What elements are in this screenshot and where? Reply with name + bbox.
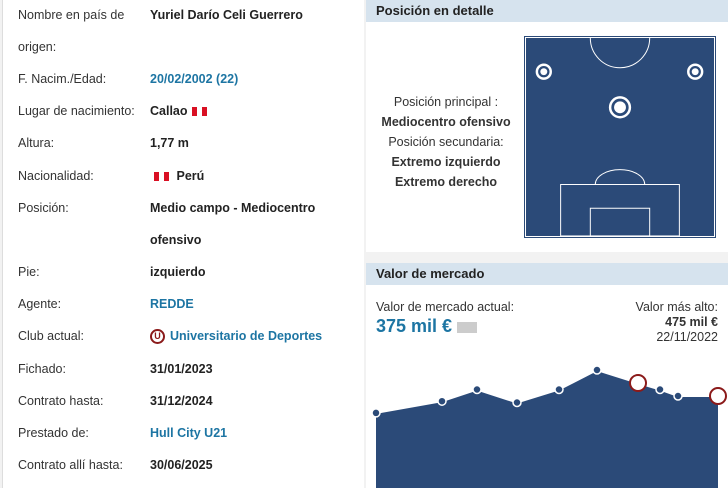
chart-point[interactable] <box>371 408 381 418</box>
position-panel: Posición en detalle Posición principal :… <box>366 0 728 252</box>
info-label: Lugar de nacimiento: <box>18 104 135 118</box>
info-label: Nacionalidad: <box>18 169 94 183</box>
chart-point[interactable] <box>673 391 683 401</box>
info-value: 30/06/2025 <box>150 458 213 472</box>
info-value: Medio campo - Mediocentro <box>150 201 316 215</box>
chart-point[interactable] <box>512 397 522 408</box>
secondary-position: Extremo derecho <box>394 175 498 189</box>
info-value[interactable]: 20/02/2002 (22) <box>150 72 239 86</box>
info-label: Altura: <box>18 136 55 150</box>
position-text: Posición principal : Mediocentro ofensiv… <box>366 92 526 192</box>
peru-flag-icon <box>191 107 207 117</box>
pitch-diagram <box>524 36 716 238</box>
chart-point[interactable] <box>592 365 602 375</box>
info-value: 1,77 m <box>150 136 189 150</box>
market-value-header: Valor de mercado <box>366 263 728 285</box>
current-market-value: 375 mil € <box>376 316 478 337</box>
info-value: Perú <box>176 169 205 183</box>
chart-point[interactable] <box>437 396 447 406</box>
chart-point[interactable] <box>472 384 482 395</box>
info-value: 31/12/2024 <box>150 394 213 408</box>
info-value[interactable]: Universitario de Deportes <box>170 329 323 343</box>
info-label: Nombre en país de <box>18 8 125 22</box>
info-label: Posición: <box>18 201 69 215</box>
info-value: izquierdo <box>150 265 206 279</box>
market-value-panel: Valor de mercado Valor de mercado actual… <box>366 263 728 488</box>
comments-icon[interactable] <box>457 321 478 333</box>
info-label: Club actual: <box>18 329 85 343</box>
chart-line <box>375 368 718 414</box>
info-value[interactable]: REDDE <box>150 297 194 311</box>
info-label: Pie: <box>18 265 40 279</box>
info-label: Agente: <box>18 297 62 311</box>
club-logo-icon: U <box>150 329 165 345</box>
main-position: Mediocentro ofensivo <box>381 115 511 129</box>
chart-point[interactable] <box>629 374 647 392</box>
position-header: Posición en detalle <box>366 0 728 22</box>
info-value: Yuriel Darío Celi Guerrero <box>150 8 303 22</box>
info-label: Fichado: <box>18 362 66 376</box>
info-label: F. Nacim./Edad: <box>18 72 107 86</box>
chart-area <box>376 370 718 488</box>
info-label: Prestado de: <box>18 426 89 440</box>
chart-point[interactable] <box>655 384 665 395</box>
secondary-position: Extremo izquierdo <box>391 155 501 169</box>
info-value[interactable]: Hull City U21 <box>150 426 228 440</box>
peru-flag-icon <box>154 172 169 182</box>
chart-point[interactable] <box>709 387 727 405</box>
market-value-chart[interactable] <box>366 263 728 488</box>
highest-value: Valor más alto: 475 mil € 22/11/2022 <box>635 300 718 344</box>
player-info-panel: Nombre en país de origen: Yuriel Darío Cel… <box>2 0 364 488</box>
chart-point[interactable] <box>554 384 564 395</box>
info-label: Contrato allí hasta: <box>18 458 123 472</box>
info-label: Contrato hasta: <box>18 394 104 408</box>
info-value: 31/01/2023 <box>150 362 213 376</box>
info-value: Callao <box>150 104 188 118</box>
